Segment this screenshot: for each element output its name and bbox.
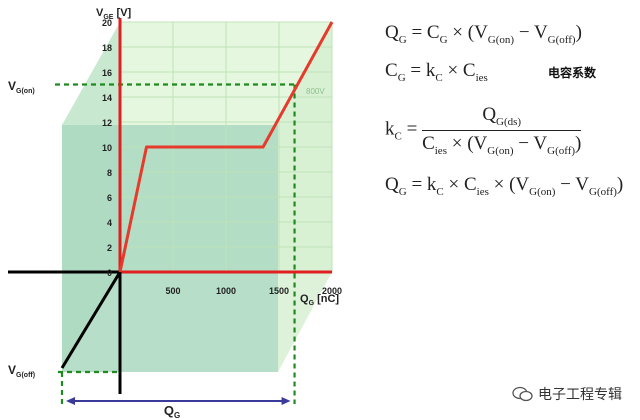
x-tick-label: 500 xyxy=(165,286,180,296)
y-tick-label: 14 xyxy=(102,93,112,103)
voltage-label: 800V xyxy=(306,87,325,96)
x-tick-label: 1000 xyxy=(216,286,236,296)
equation-qg-full: QG = kC × Cies × (VG(on) − VG(off)) xyxy=(385,174,624,198)
front-panel xyxy=(62,125,278,372)
y-tick-label: 16 xyxy=(102,68,112,78)
equation-qg: QG = CG × (VG(on) − VG(off)) xyxy=(385,22,582,46)
axes xyxy=(8,18,332,394)
y-tick-label: 2 xyxy=(107,243,112,253)
y-tick-label: 8 xyxy=(107,168,112,178)
series-layer xyxy=(60,21,334,369)
equation-kc: kC = QG(ds) Cies × (VG(on) − VG(off)) xyxy=(385,104,582,157)
x-axis-label: QG [nC] xyxy=(300,293,339,307)
y-tick-label: 18 xyxy=(102,43,112,53)
y-tick-label: 20 xyxy=(102,18,112,28)
gate-voltage-curve xyxy=(118,21,334,273)
y-axis-label: VGE [V] xyxy=(96,7,132,21)
watermark: 电子工程专辑 xyxy=(512,384,622,404)
qg-arrow-right-head xyxy=(281,397,291,405)
qg-arrow-left-head xyxy=(66,397,75,405)
watermark-text: 电子工程专辑 xyxy=(538,387,622,403)
y-tick-label: 6 xyxy=(107,193,112,203)
v-on-label: VG(on) xyxy=(8,79,35,95)
qg-label: QG xyxy=(164,403,180,420)
x-tick-label: 2000 xyxy=(322,286,342,296)
label-layer: 0 2 4 6 8 10 12 14 16 18 20 500 1000 1500 2000 VGE [V] Q… xyxy=(8,7,342,420)
y-tick-label: 12 xyxy=(102,118,112,128)
negative-charge-line xyxy=(60,271,122,369)
guide-lines xyxy=(55,83,298,404)
equation-cg: CG = kC × Cies xyxy=(385,60,488,84)
wechat-icon xyxy=(512,386,533,402)
y-tick-label: 0 xyxy=(107,268,112,278)
y-tick-label: 4 xyxy=(107,218,112,228)
x-tick-label: 1500 xyxy=(269,286,289,296)
y-tick-label: 10 xyxy=(102,143,112,153)
v-off-label: VG(off) xyxy=(8,363,35,379)
capacitance-coefficient-label: 电容系数 xyxy=(548,66,597,80)
